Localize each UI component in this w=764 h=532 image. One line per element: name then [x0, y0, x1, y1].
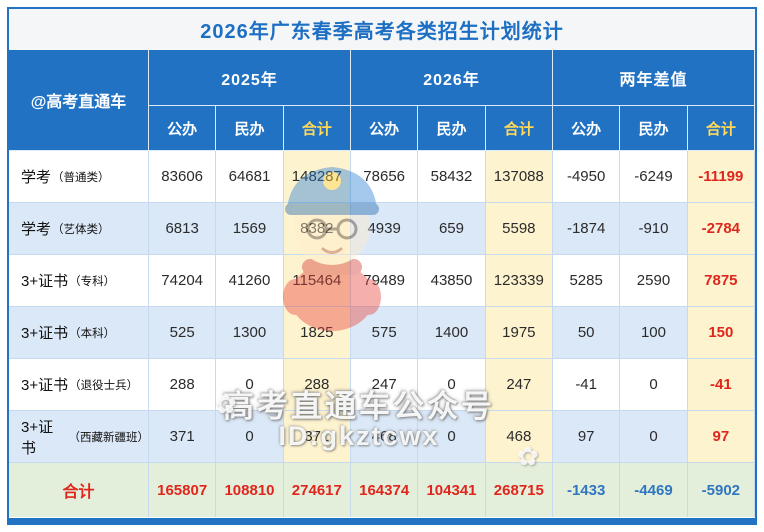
row-label-name: 3+证书 — [21, 273, 69, 290]
row-label-name: 3+证书 — [21, 418, 54, 457]
cell: 525 — [149, 307, 217, 359]
cell: 2590 — [620, 255, 688, 307]
subcol-2025-total: 合计 — [283, 106, 351, 151]
cell: 137088 — [485, 151, 553, 203]
cell: 1825 — [283, 307, 351, 359]
cell: 247 — [351, 359, 419, 411]
row-label-qualifier: （西藏新疆班） — [68, 431, 150, 444]
row-label: 学考 （艺体类） — [9, 203, 149, 255]
cell: -41 — [553, 359, 621, 411]
cell: 0 — [620, 359, 688, 411]
cell: 0 — [216, 411, 284, 463]
subcol-2026-private: 民办 — [418, 106, 486, 151]
cell: 288 — [283, 359, 351, 411]
cell: 6813 — [149, 203, 217, 255]
infographic-frame: 2026年广东春季高考各类招生计划统计 @高考直通车 2025年 2026年 两… — [7, 7, 757, 525]
cell: 247 — [485, 359, 553, 411]
cell: 5285 — [553, 255, 621, 307]
footer-cell: -4469 — [620, 463, 688, 517]
brand-cell: @高考直通车 — [9, 50, 149, 151]
subcol-2026-total: 合计 — [485, 106, 553, 151]
cell: -4950 — [553, 151, 621, 203]
col-group-diff: 两年差值 — [553, 50, 755, 106]
row-label-name: 学考 — [21, 221, 52, 238]
subcol-diff-total: 合计 — [687, 106, 755, 151]
cell: 0 — [418, 359, 486, 411]
cell: 371 — [283, 411, 351, 463]
cell: 4939 — [351, 203, 419, 255]
cell: -1874 — [553, 203, 621, 255]
cell: 1569 — [216, 203, 284, 255]
row-label: 学考 （普通类） — [9, 151, 149, 203]
cell: -41 — [687, 359, 755, 411]
cell: 0 — [216, 359, 284, 411]
footer-cell: -1433 — [553, 463, 621, 517]
footer-cell: 274617 — [283, 463, 351, 517]
cell: 575 — [351, 307, 419, 359]
cell: -6249 — [620, 151, 688, 203]
footer-label: 合计 — [9, 463, 149, 517]
cell: 0 — [418, 411, 486, 463]
cell: -11199 — [687, 151, 755, 203]
row-label-qualifier: （普通类） — [52, 171, 110, 184]
row-label-qualifier: （退役士兵） — [69, 379, 139, 392]
footer-cell: 268715 — [485, 463, 553, 517]
cell: 148287 — [283, 151, 351, 203]
cell: 1300 — [216, 307, 284, 359]
cell: 468 — [485, 411, 553, 463]
subcol-2025-private: 民办 — [216, 106, 284, 151]
cell: 97 — [553, 411, 621, 463]
cell: 115464 — [283, 255, 351, 307]
footer-cell: 164374 — [351, 463, 419, 517]
col-group-2026: 2026年 — [351, 50, 553, 106]
cell: 1400 — [418, 307, 486, 359]
footer-cell: 104341 — [418, 463, 486, 517]
cell: -2784 — [687, 203, 755, 255]
cell: 150 — [687, 307, 755, 359]
cell: 8382 — [283, 203, 351, 255]
subcol-diff-private: 民办 — [620, 106, 688, 151]
cell: 74204 — [149, 255, 217, 307]
cell: 288 — [149, 359, 217, 411]
page-title: 2026年广东春季高考各类招生计划统计 — [200, 21, 564, 43]
cell: 659 — [418, 203, 486, 255]
row-label: 3+证书 （本科） — [9, 307, 149, 359]
row-label-qualifier: （本科） — [69, 327, 116, 340]
row-label: 3+证书 （西藏新疆班） — [9, 411, 149, 463]
footer-cell: 165807 — [149, 463, 217, 517]
footer-cell: -5902 — [687, 463, 755, 517]
subcol-2025-public: 公办 — [149, 106, 217, 151]
cell: 7875 — [687, 255, 755, 307]
cell: 100 — [620, 307, 688, 359]
cell: 123339 — [485, 255, 553, 307]
row-label-name: 学考 — [21, 169, 52, 186]
cell: 468 — [351, 411, 419, 463]
cell: 64681 — [216, 151, 284, 203]
title-bar: 2026年广东春季高考各类招生计划统计 — [9, 9, 755, 50]
cell: 0 — [620, 411, 688, 463]
cell: 97 — [687, 411, 755, 463]
row-label-name: 3+证书 — [21, 325, 69, 342]
row-label-qualifier: （专科） — [69, 275, 116, 288]
cell: 79489 — [351, 255, 419, 307]
footer-cell: 108810 — [216, 463, 284, 517]
cell: 58432 — [418, 151, 486, 203]
cell: 5598 — [485, 203, 553, 255]
row-label: 3+证书 （专科） — [9, 255, 149, 307]
subcol-2026-public: 公办 — [351, 106, 419, 151]
row-label-qualifier: （艺体类） — [52, 223, 110, 236]
col-group-2025: 2025年 — [149, 50, 351, 106]
cell: -910 — [620, 203, 688, 255]
row-label: 3+证书 （退役士兵） — [9, 359, 149, 411]
subcol-diff-public: 公办 — [553, 106, 621, 151]
cell: 43850 — [418, 255, 486, 307]
cell: 371 — [149, 411, 217, 463]
stats-table: @高考直通车 2025年 2026年 两年差值 公办 民办 合计 公办 民办 合… — [9, 50, 755, 517]
cell: 83606 — [149, 151, 217, 203]
cell: 41260 — [216, 255, 284, 307]
cell: 50 — [553, 307, 621, 359]
cell: 1975 — [485, 307, 553, 359]
cell: 78656 — [351, 151, 419, 203]
row-label-name: 3+证书 — [21, 377, 69, 394]
